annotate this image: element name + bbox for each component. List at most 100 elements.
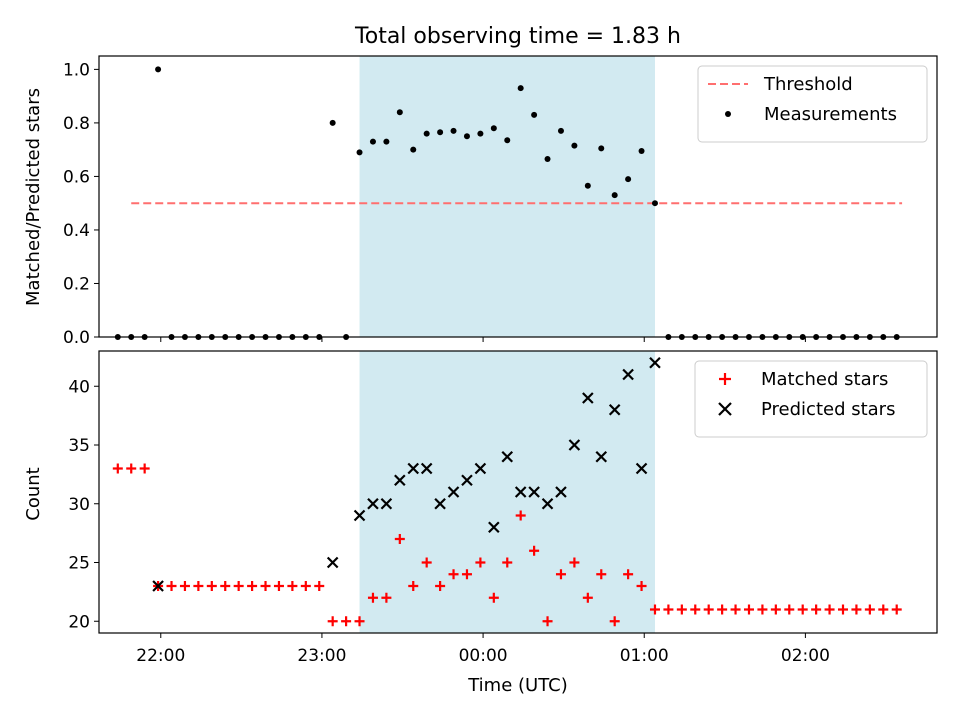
series-matched-stars xyxy=(112,463,902,627)
data-point xyxy=(891,604,902,615)
legend-box xyxy=(694,360,928,438)
data-point xyxy=(690,604,701,615)
data-point xyxy=(327,616,338,627)
data-point xyxy=(353,509,366,522)
legend-label: Predicted stars xyxy=(761,399,895,420)
data-point xyxy=(784,604,795,615)
data-point xyxy=(193,581,204,591)
data-point xyxy=(757,604,768,615)
data-point xyxy=(555,569,566,580)
data-point xyxy=(367,592,378,603)
data-point xyxy=(595,450,608,463)
legend-marker-predicted xyxy=(718,402,732,416)
data-point xyxy=(878,604,889,615)
data-point xyxy=(341,616,352,627)
legend-box xyxy=(697,65,928,143)
data-point xyxy=(541,497,554,510)
data-point xyxy=(544,156,551,163)
data-point xyxy=(611,192,618,199)
data-point xyxy=(126,463,137,474)
data-point xyxy=(515,510,526,521)
data-point xyxy=(273,581,284,591)
data-point xyxy=(112,463,123,474)
data-point xyxy=(206,581,217,591)
data-point xyxy=(502,557,513,568)
data-point xyxy=(717,604,728,615)
data-point xyxy=(730,604,741,615)
data-point xyxy=(394,474,406,487)
data-point xyxy=(166,581,177,591)
data-point xyxy=(514,486,527,498)
data-point xyxy=(155,66,162,73)
data-point xyxy=(423,130,430,137)
data-point xyxy=(380,497,393,510)
y-tick-label: 35 xyxy=(68,436,90,456)
data-point xyxy=(314,581,325,591)
data-point xyxy=(396,109,403,116)
data-point xyxy=(381,592,392,603)
data-point xyxy=(622,368,634,381)
data-point xyxy=(354,616,365,627)
data-point xyxy=(837,604,848,615)
ylabel-ratio: Matched/Predicted stars xyxy=(23,88,44,306)
data-point xyxy=(448,569,459,580)
data-point xyxy=(488,521,500,534)
data-point xyxy=(596,569,607,580)
data-point xyxy=(300,581,311,591)
x-tick-label: 00:00 xyxy=(459,646,508,666)
data-point xyxy=(488,592,499,603)
legend-label: Matched stars xyxy=(761,369,888,390)
data-point xyxy=(383,138,390,145)
data-point xyxy=(475,557,486,568)
data-point xyxy=(663,604,674,615)
data-point xyxy=(609,616,620,627)
legend-marker-matched xyxy=(719,373,731,385)
data-point xyxy=(582,592,593,603)
data-point xyxy=(450,127,457,134)
data-point xyxy=(220,581,231,591)
chart-title: Total observing time = 1.83 h xyxy=(354,24,681,49)
ylabel-count: Count xyxy=(23,467,44,520)
data-point xyxy=(420,462,433,475)
data-point xyxy=(743,604,754,615)
data-point xyxy=(797,604,808,615)
data-point xyxy=(676,604,687,615)
data-point xyxy=(421,557,432,568)
y-tick-label: 20 xyxy=(68,612,90,632)
data-point xyxy=(410,146,417,153)
data-point xyxy=(447,486,460,498)
data-point xyxy=(477,130,484,137)
data-point xyxy=(356,149,363,156)
data-point xyxy=(864,604,875,615)
data-point xyxy=(461,474,473,487)
data-point xyxy=(568,439,581,451)
data-point xyxy=(531,111,538,118)
plot-frame xyxy=(98,55,938,338)
data-point xyxy=(649,356,661,369)
data-point xyxy=(287,581,298,591)
data-point xyxy=(824,604,835,615)
data-point xyxy=(608,403,621,416)
y-tick-label: 30 xyxy=(68,495,90,515)
data-point xyxy=(394,534,405,544)
data-point xyxy=(233,581,244,591)
data-point xyxy=(260,581,271,591)
data-point xyxy=(461,569,472,580)
legend: Matched stars Predicted stars xyxy=(694,360,928,438)
data-point xyxy=(638,148,645,155)
data-point xyxy=(474,462,487,475)
data-point xyxy=(407,462,420,475)
data-point xyxy=(435,581,446,591)
data-point xyxy=(649,604,660,615)
y-tick-label: 1.0 xyxy=(63,60,90,80)
data-point xyxy=(555,486,567,498)
data-point xyxy=(584,182,591,189)
y-tick-label: 25 xyxy=(68,554,90,574)
y-tick-label: 0.0 xyxy=(63,328,90,348)
data-point xyxy=(598,145,605,152)
legend-label: Threshold xyxy=(763,74,853,95)
data-point xyxy=(770,604,781,615)
data-point xyxy=(557,127,564,134)
